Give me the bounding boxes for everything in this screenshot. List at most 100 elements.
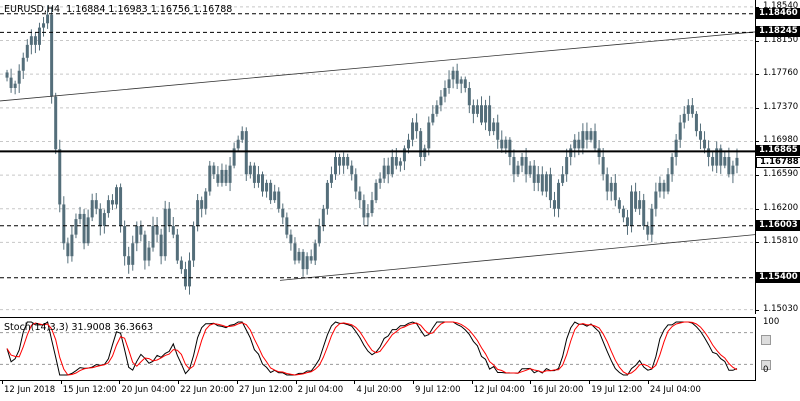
candle-body xyxy=(617,200,621,209)
time-tick-mark xyxy=(471,381,473,384)
candle xyxy=(411,118,415,147)
time-tick-label: 9 Jul 12:00 xyxy=(415,385,461,395)
candle-body xyxy=(585,131,589,140)
price-chart-area[interactable]: EURUSD,H4 1.16884 1.16983 1.16756 1.1678… xyxy=(0,0,756,314)
candle-body xyxy=(650,208,654,235)
candle-body xyxy=(82,213,86,244)
candle-body xyxy=(536,174,540,183)
candle xyxy=(135,221,139,252)
candle-body xyxy=(402,148,406,162)
candle-body xyxy=(548,174,552,201)
candle xyxy=(179,256,183,274)
candle xyxy=(167,202,171,233)
candle xyxy=(386,157,390,184)
price-tick-label: 1.16200 xyxy=(763,202,799,213)
candle xyxy=(646,221,650,241)
candle-body xyxy=(29,36,33,45)
candle xyxy=(313,239,317,266)
candle-body xyxy=(475,105,479,114)
candle xyxy=(634,182,638,212)
candle-body xyxy=(711,157,715,166)
candle xyxy=(212,162,216,179)
candle-body xyxy=(273,191,277,201)
candle-body xyxy=(159,234,163,257)
candle xyxy=(516,160,520,177)
candle-body xyxy=(220,169,224,183)
candle-body xyxy=(86,217,90,244)
time-axis[interactable]: 12 Jun 2018 15 Jun 12:00 20 Jun 04:00 22 Ju… xyxy=(0,380,755,401)
price-tick-mark xyxy=(755,40,759,42)
time-tick-label: 24 Jul 04:00 xyxy=(649,385,701,395)
candle xyxy=(439,90,443,112)
candle xyxy=(435,100,439,117)
candle-body xyxy=(508,139,512,157)
candle xyxy=(350,160,354,181)
candle xyxy=(98,203,102,236)
candle-body xyxy=(370,200,374,214)
candle-body xyxy=(406,139,410,149)
candle xyxy=(630,185,634,233)
price-axis[interactable]: 1.18540 1.18150 1.17760 1.17370 1.16980 1.165… xyxy=(755,0,800,314)
candle xyxy=(650,203,654,243)
candle xyxy=(707,140,711,167)
candle xyxy=(78,206,82,224)
candle-body xyxy=(127,256,131,265)
candle-body xyxy=(455,70,459,84)
candle-body xyxy=(471,105,475,114)
candle-body xyxy=(419,131,423,157)
candle-body xyxy=(484,105,488,123)
time-tick-label: 19 Jul 12:00 xyxy=(591,385,643,395)
candle xyxy=(5,69,9,82)
time-tick-mark xyxy=(589,381,591,384)
candle xyxy=(50,6,54,104)
candle-body xyxy=(532,165,536,183)
price-tick-label: 1.16980 xyxy=(763,135,799,146)
candle xyxy=(735,148,739,174)
candle-body xyxy=(179,260,183,270)
candle-body xyxy=(634,191,638,209)
candle-body xyxy=(512,157,516,175)
candle-body xyxy=(573,139,577,149)
candle-body xyxy=(459,79,463,84)
candle xyxy=(46,5,50,29)
candle-body xyxy=(334,157,338,175)
candle xyxy=(455,63,459,90)
candle-body xyxy=(390,157,394,175)
candle-body xyxy=(216,174,220,183)
price-tick-mark xyxy=(755,6,759,8)
time-tick-mark xyxy=(236,381,238,384)
candle xyxy=(106,195,110,218)
candle-body xyxy=(398,161,402,166)
candle-body xyxy=(690,105,694,114)
stochastic-panel[interactable]: Stoch(14,3,3) 31.9008 36.3663 xyxy=(0,317,756,381)
stochastic-level-100: 100 xyxy=(763,317,780,327)
time-tick-label: 4 Jul 20:00 xyxy=(356,385,402,395)
candle-body xyxy=(707,148,711,157)
candle-body xyxy=(686,105,690,114)
candle xyxy=(115,184,119,209)
price-tick-label: 1.18540 xyxy=(763,0,799,11)
candle-body xyxy=(147,247,151,261)
time-tick-label: 20 Jun 04:00 xyxy=(121,385,176,395)
candle-body xyxy=(500,139,504,149)
candle xyxy=(277,187,281,213)
candle-body xyxy=(301,251,305,270)
candle xyxy=(479,96,483,126)
candle-body xyxy=(269,182,273,201)
candle xyxy=(467,81,471,114)
candle xyxy=(557,179,561,218)
candle-body xyxy=(151,226,155,248)
candle xyxy=(216,166,220,187)
candle xyxy=(698,123,702,150)
time-tick-mark xyxy=(60,381,62,384)
candle-body xyxy=(285,217,289,235)
time-tick-label: 12 Jul 04:00 xyxy=(473,385,525,395)
candle-body xyxy=(66,243,70,257)
candle xyxy=(123,220,127,266)
candle xyxy=(21,52,25,79)
candle-body xyxy=(719,148,723,166)
candle xyxy=(293,237,297,265)
candle-body xyxy=(638,200,642,209)
candle-body xyxy=(208,165,212,192)
